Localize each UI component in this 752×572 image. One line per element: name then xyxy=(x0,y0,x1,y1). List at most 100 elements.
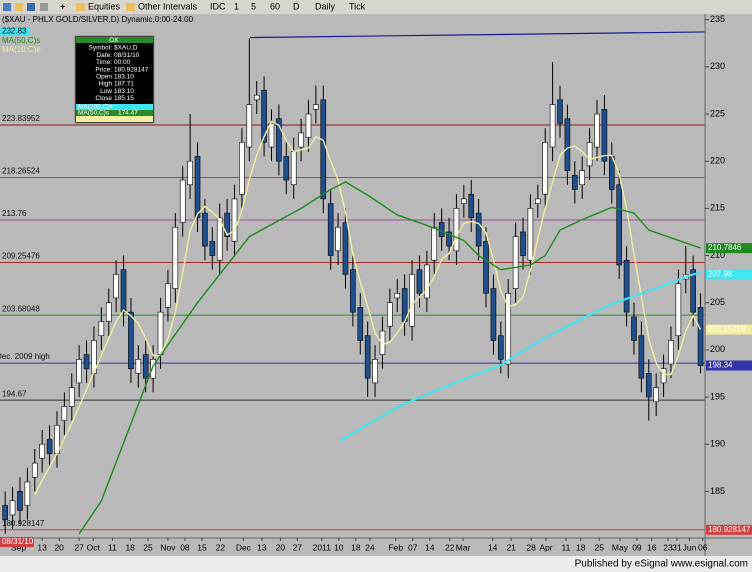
candle-body xyxy=(61,406,68,421)
x-tick-label: 21 xyxy=(506,542,516,552)
toolbar-button[interactable]: Equities xyxy=(88,1,121,11)
level-label: Dec. 2009 high xyxy=(0,352,50,361)
candle-body xyxy=(461,198,467,204)
candle-body xyxy=(668,340,674,365)
toolbar-button[interactable]: 60 xyxy=(270,1,280,11)
candle-body xyxy=(535,198,541,204)
candle-body xyxy=(216,217,223,261)
price-badge-label: 180.928147 xyxy=(708,525,751,534)
candle-body xyxy=(224,212,230,237)
price-badge-label: 207.98 xyxy=(708,270,733,279)
toolbar-button[interactable]: Other Intervals xyxy=(138,1,198,11)
candle-body xyxy=(179,179,186,223)
candle-body xyxy=(76,359,82,384)
x-tick-label: 16 xyxy=(647,542,657,552)
candle-body xyxy=(135,359,142,374)
x-tick-label: 31 xyxy=(672,542,682,552)
legend-badge xyxy=(0,27,30,36)
candle-body xyxy=(645,373,652,398)
candle-body xyxy=(98,321,105,337)
y-tick-label: 205 xyxy=(710,297,725,307)
candle-body xyxy=(350,269,356,313)
candle-body xyxy=(372,359,378,384)
data-window-label: Open xyxy=(96,74,112,81)
candle-body xyxy=(586,142,593,167)
candle-body xyxy=(128,311,134,370)
x-tick-label: 08 xyxy=(180,542,190,552)
candle-body xyxy=(305,113,312,138)
data-window-label: Price: xyxy=(95,66,112,73)
candle-body xyxy=(416,269,423,294)
candle-body xyxy=(239,142,245,195)
x-tick-label: 14 xyxy=(425,542,435,552)
x-tick-label: Dec xyxy=(236,542,252,552)
plus-icon[interactable]: + xyxy=(60,1,65,11)
study-row-bg xyxy=(76,110,153,116)
candle-body xyxy=(261,90,267,143)
x-tick-label: Mar xyxy=(456,542,471,552)
data-window-value: 183.10 xyxy=(114,74,134,81)
candle-body xyxy=(490,288,497,341)
x-tick-label: 18 xyxy=(351,542,361,552)
x-tick-label: 06 xyxy=(698,542,708,552)
candle-body xyxy=(594,113,600,148)
x-tick-label: Sep xyxy=(11,542,26,552)
candle-body xyxy=(113,274,119,299)
toolbar-bg xyxy=(0,0,752,14)
x-tick-label: Oct xyxy=(87,542,101,552)
toolbar-button[interactable]: D xyxy=(293,1,300,11)
candle-body xyxy=(172,226,179,289)
data-window-value: 183.10 xyxy=(114,88,134,95)
x-tick-label: 23 xyxy=(663,542,673,552)
toolbar-button[interactable]: 1 xyxy=(234,1,239,11)
toolbar-button[interactable]: Tick xyxy=(349,1,366,11)
candle-body xyxy=(31,462,38,478)
price-badge xyxy=(706,243,752,254)
candle-body xyxy=(120,269,127,313)
candle-body xyxy=(298,132,304,148)
y-tick-label: 215 xyxy=(710,203,725,213)
level-label: 180.928147 xyxy=(2,519,45,528)
toolbar-button[interactable]: 5 xyxy=(251,1,256,11)
candle-body xyxy=(549,104,556,148)
legend-entry: MA(50,C)s xyxy=(2,36,40,45)
candle-body xyxy=(68,387,75,407)
y-tick-label: 195 xyxy=(710,391,725,401)
data-window-label: Time: xyxy=(96,59,112,66)
chart-title: ($XAU - PHLX GOLD/SILVER,D) Dynamic,0:00… xyxy=(2,15,194,24)
x-tick-label: Jun xyxy=(683,542,697,552)
level-label: 194.67 xyxy=(2,389,27,398)
moving-average xyxy=(339,271,701,442)
icon xyxy=(27,3,35,11)
y-tick-label: 235 xyxy=(710,14,725,24)
candle-body xyxy=(83,354,90,370)
x-tick-label: 2011 xyxy=(313,542,332,552)
data-window-value: 00:00 xyxy=(114,59,131,66)
candle-body xyxy=(631,316,637,341)
price-badge xyxy=(706,269,752,280)
x-tick-label: 25 xyxy=(594,542,604,552)
candle-body xyxy=(438,222,445,237)
candle-body xyxy=(142,354,149,379)
footer-url[interactable]: www.esignal.com xyxy=(670,559,748,570)
x-tick-label: 15 xyxy=(197,542,207,552)
candle-body xyxy=(364,335,371,379)
toolbar-button[interactable]: Daily xyxy=(315,1,336,11)
cursor-date-bg xyxy=(0,537,34,547)
y-tick-label: 210 xyxy=(710,250,725,260)
study-row-bg xyxy=(76,104,153,110)
x-tick-label: 11 xyxy=(562,542,571,552)
candle-body xyxy=(231,198,238,242)
data-window-label: Date: xyxy=(96,52,112,59)
toolbar-button[interactable]: IDC xyxy=(210,1,226,11)
candle-body xyxy=(431,226,438,261)
x-tick-label: 14 xyxy=(488,542,498,552)
candle-body xyxy=(276,118,282,162)
candle-body xyxy=(165,283,171,308)
price-badge xyxy=(706,324,752,335)
candle-body xyxy=(468,193,475,219)
price-badge-label: 210.7846 xyxy=(708,243,742,252)
toolbar: + Equities Other Intervals IDC 1 5 60 D … xyxy=(0,0,752,14)
